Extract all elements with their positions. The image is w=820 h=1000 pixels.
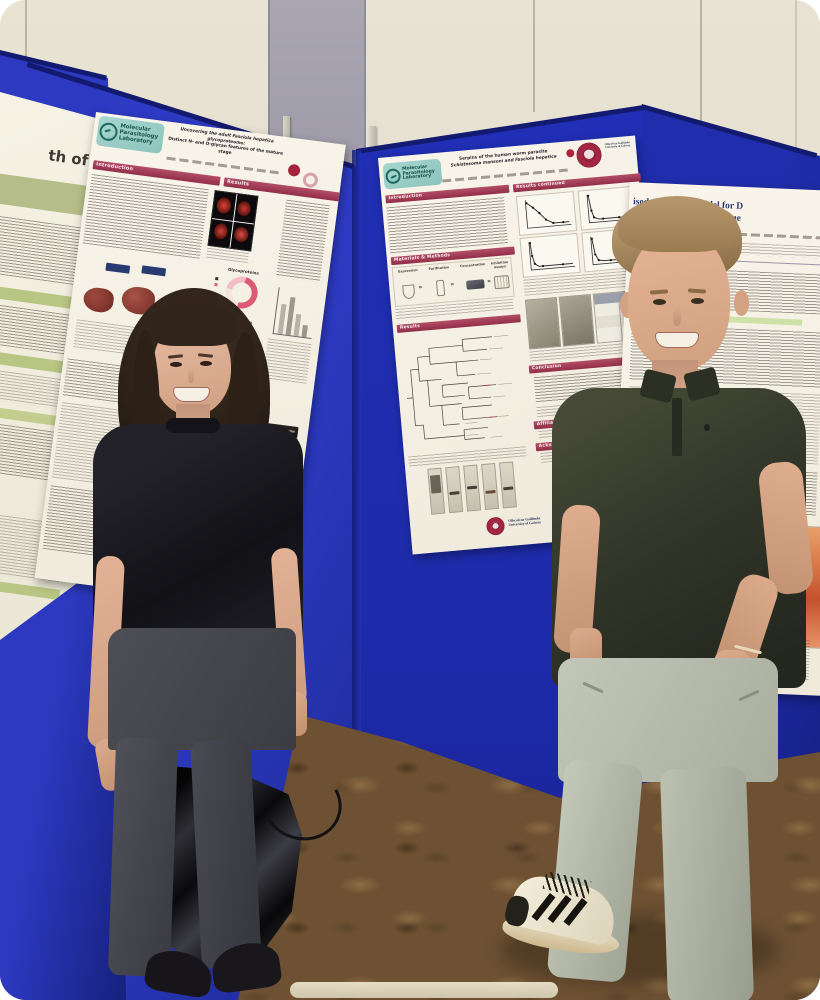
board-hinge: [352, 150, 361, 1000]
man-sneaker: [500, 870, 628, 966]
phylogenetic-tree: [407, 335, 513, 440]
woman-eye: [170, 362, 182, 367]
poster-middle-title: Serpins of the human worm parasite Schis…: [444, 148, 563, 169]
man-jeans-leg: [659, 766, 755, 1000]
man-eye: [653, 299, 666, 305]
concentrator-device-icon: [466, 279, 485, 290]
inhibition-curve-plot: [515, 191, 578, 236]
wall-seam: [795, 0, 797, 150]
red-dot-badge: [565, 148, 575, 158]
text-block: [386, 197, 508, 254]
poster-far-left-title-fragment: th of: [47, 146, 90, 170]
woman-nose-shadow: [188, 368, 194, 383]
legend-swatch: [215, 277, 219, 281]
woman-eye: [200, 361, 212, 366]
man-hair-front: [618, 200, 738, 252]
woman-trousers-hips: [108, 628, 296, 750]
woman-trouser-leg: [190, 738, 262, 970]
flask-icon: [402, 284, 416, 300]
magnifier-worm-icon: [98, 121, 119, 142]
wall-seam: [700, 0, 702, 142]
assay-plate-icon: [493, 275, 510, 290]
wall-seam: [533, 0, 535, 112]
workflow-step-expression: Expression: [397, 267, 418, 274]
gel-lane: [445, 466, 464, 514]
logo-badge-red: [287, 163, 301, 178]
gel-lane: [427, 467, 446, 515]
workflow-arrow: »: [486, 277, 492, 285]
university-of-galway-seal: [485, 516, 506, 536]
text-block: [82, 173, 209, 259]
magnifier-worm-icon: [384, 167, 402, 184]
man-eye: [691, 298, 704, 304]
wall-seam: [25, 0, 27, 70]
fluorescence-micrograph-panel: [207, 190, 259, 252]
man-nose-shadow: [673, 306, 681, 326]
legend-swatch: [214, 282, 218, 287]
mini-bar-chart: [272, 287, 318, 340]
workflow-arrow: »: [450, 280, 455, 289]
gel-lane: [463, 464, 482, 512]
man-polo-logo: [704, 424, 710, 431]
woman-smile: [173, 387, 210, 402]
man-smile: [655, 332, 699, 348]
university-of-galway-seal: [575, 141, 603, 169]
man-polo-placket: [672, 398, 682, 456]
workflow-step-inhibition-assays: Inhibition assays: [490, 260, 509, 269]
liver-illustration: [82, 286, 115, 314]
molecular-parasitology-lab-logo: Molecular Parasitology Laboratory: [95, 115, 166, 154]
workflow-step-concentration: Concentration: [459, 262, 486, 269]
man-ear: [734, 290, 749, 316]
university-of-galway-wordmark: Ollscoil na Gaillimhe University of Galw…: [605, 141, 635, 150]
text-block: [262, 338, 312, 384]
inhibition-curve-plot: [519, 232, 581, 278]
carpet-light-strip: [290, 982, 558, 998]
text-block: [276, 199, 330, 283]
workflow-arrow: »: [418, 283, 423, 291]
gel-lane: [499, 461, 517, 509]
column-icon: [435, 279, 446, 297]
gel-lane: [481, 462, 500, 511]
woman-tshirt: [93, 424, 303, 656]
logo-badge-ring: [302, 171, 319, 189]
navy-label-box: [141, 265, 167, 277]
molecular-parasitology-lab-logo: Molecular Parasitology Laboratory: [382, 158, 443, 190]
gel-lane-figure: [427, 461, 517, 516]
woman-hair-fringe: [148, 302, 238, 346]
workflow-step-purification: Purification: [428, 265, 450, 272]
lab-logo-word: Laboratory: [402, 173, 432, 182]
navy-label-box: [105, 262, 131, 274]
woman-tshirt-collar: [166, 418, 220, 433]
western-blot-panel: [524, 296, 562, 350]
woman-trouser-leg: [107, 736, 179, 978]
western-blot-panel: [558, 293, 596, 347]
